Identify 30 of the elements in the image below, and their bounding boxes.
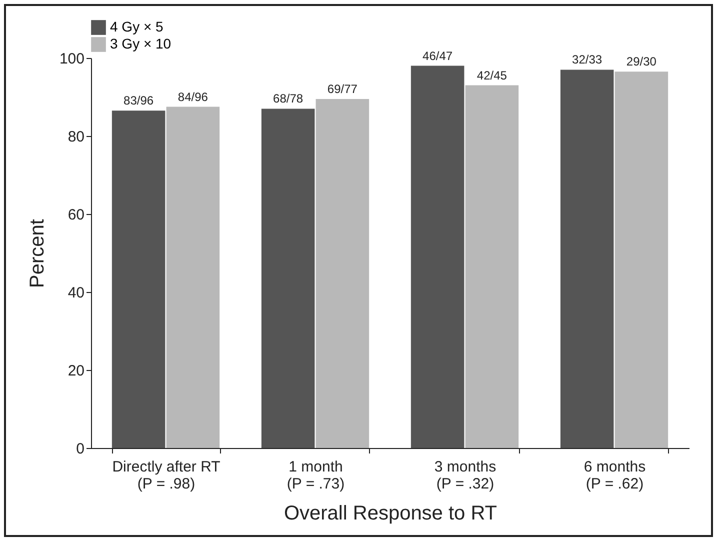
bar — [465, 85, 519, 448]
x-tick-label: 1 month (P = .73) — [286, 458, 345, 492]
bar — [560, 70, 614, 448]
data-label: 32/33 — [572, 52, 602, 67]
legend-label: 3 Gy × 10 — [110, 36, 172, 52]
x-tick-label: 6 months (P = .62) — [584, 458, 646, 492]
y-tick-label: 80 — [68, 128, 84, 146]
bar — [316, 98, 370, 448]
data-label: 42/45 — [476, 68, 508, 82]
y-axis-title: Percent — [26, 218, 48, 288]
data-label: 83/96 — [124, 94, 154, 108]
data-label: 68/78 — [273, 92, 304, 106]
bar — [166, 106, 220, 448]
x-tick-label: 3 months (P = .32) — [434, 458, 496, 492]
data-label: 84/96 — [178, 90, 208, 104]
data-label: 69/77 — [327, 82, 358, 96]
y-tick-label: 0 — [76, 440, 84, 458]
data-label: 29/30 — [626, 54, 657, 69]
y-tick-label: 100 — [59, 50, 84, 68]
bar — [261, 108, 315, 448]
bar — [410, 66, 464, 448]
y-tick-label: 20 — [68, 362, 84, 380]
x-axis-title: Overall Response to RT — [284, 502, 498, 524]
y-tick-label: 60 — [68, 206, 84, 224]
bar — [112, 110, 166, 448]
y-tick-label: 40 — [68, 284, 84, 302]
legend-label: 4 Gy × 5 — [110, 18, 164, 34]
x-tick-label: Directly after RT (P = .98) — [112, 458, 220, 492]
bar — [614, 72, 668, 448]
data-label: 46/47 — [422, 48, 453, 63]
